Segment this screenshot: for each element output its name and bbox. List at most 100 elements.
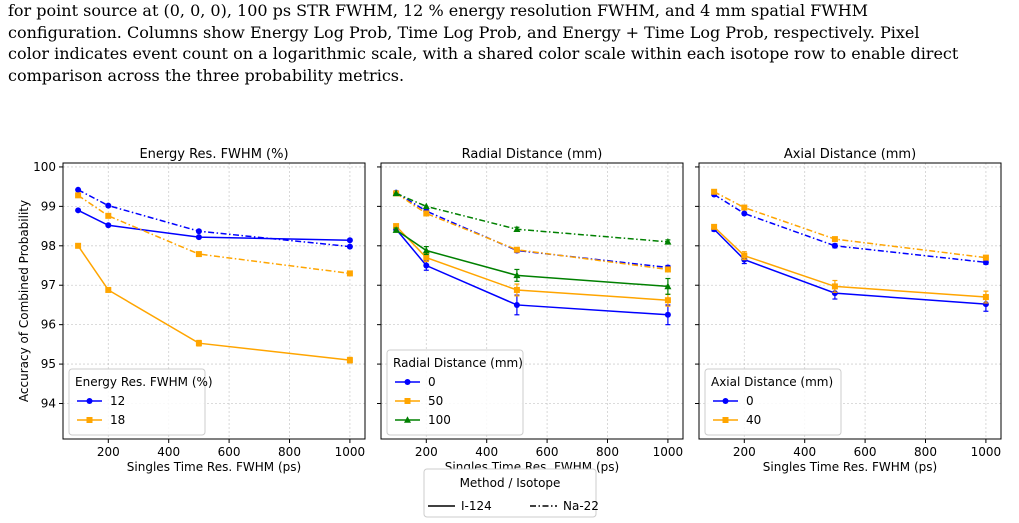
legend-frame — [386, 349, 524, 436]
series-line — [77, 194, 350, 275]
legend-title: Energy Res. FWHM (%) — [75, 375, 213, 389]
series-group — [75, 186, 353, 364]
data-point — [711, 223, 718, 230]
y-tick-label: 95 — [41, 357, 56, 371]
y-tick-label: 98 — [41, 239, 56, 253]
caption-line: color indicates event count on a logarit… — [8, 44, 959, 63]
data-point — [195, 228, 202, 235]
series-line — [395, 192, 668, 243]
data-point — [664, 311, 671, 318]
chart-title: Radial Distance (mm) — [462, 147, 603, 162]
data-point — [346, 237, 353, 244]
data-point — [982, 254, 989, 261]
data-point — [741, 204, 748, 211]
data-point — [982, 294, 989, 301]
data-point — [831, 290, 838, 297]
x-tick-label: 800 — [596, 445, 619, 459]
data-point — [422, 202, 430, 210]
legend-marker — [404, 398, 411, 404]
legend-label: 18 — [110, 413, 125, 427]
x-tick-label: 400 — [157, 445, 180, 459]
data-point — [423, 262, 430, 269]
x-tick-label: 400 — [793, 445, 816, 459]
legend-label: 100 — [428, 413, 451, 427]
x-axis-label: Singles Time Res. FWHM (ps) — [763, 460, 937, 474]
series-line — [77, 189, 350, 248]
data-point — [664, 297, 671, 304]
series-line — [77, 209, 350, 242]
data-point — [513, 286, 520, 293]
legend-title: Radial Distance (mm) — [393, 356, 523, 370]
legend-title: Axial Distance (mm) — [711, 375, 833, 389]
series-line — [713, 191, 986, 259]
data-point — [105, 286, 112, 293]
data-point — [513, 301, 520, 308]
axes-frame — [62, 162, 366, 440]
caption-line: configuration. Columns show Energy Log P… — [8, 22, 920, 42]
x-tick-label: 400 — [475, 445, 498, 459]
x-tick-label: 600 — [536, 445, 559, 459]
legend-marker — [86, 417, 93, 423]
data-point — [422, 246, 430, 254]
data-point — [513, 246, 520, 253]
data-point — [513, 271, 521, 279]
data-point — [105, 202, 112, 209]
method-legend-label: Na-22 — [563, 499, 599, 513]
method-legend-frame — [423, 468, 597, 518]
y-tick-label: 96 — [41, 318, 56, 332]
legend-marker — [722, 398, 729, 404]
data-point — [741, 210, 748, 217]
x-tick-label: 1000 — [971, 445, 1002, 459]
data-point — [982, 259, 989, 266]
legend-label: 40 — [746, 413, 761, 427]
legend-frame — [704, 368, 842, 436]
y-tick-label: 99 — [41, 199, 56, 213]
data-point — [423, 210, 430, 217]
data-point — [831, 242, 838, 249]
data-point — [741, 252, 748, 259]
data-point — [346, 243, 353, 250]
legend-marker — [86, 398, 93, 404]
series-line — [713, 193, 986, 264]
data-point — [664, 282, 672, 290]
data-point — [513, 225, 521, 233]
series-line — [395, 192, 668, 271]
series-line — [713, 228, 986, 305]
axes-frame — [380, 162, 684, 440]
series-line — [395, 225, 668, 301]
data-point — [711, 188, 718, 195]
method-legend: Method / Isotope I-124 Na-22 — [423, 468, 599, 518]
caption-line: comparison across the three probability … — [8, 65, 405, 85]
legend-label: 0 — [746, 394, 754, 408]
chart-legend: Axial Distance (mm) 0 40 — [704, 368, 842, 436]
data-point — [75, 192, 82, 199]
x-tick-label: 1000 — [335, 445, 366, 459]
legend-label: 0 — [428, 375, 436, 389]
chart-panel: 200 400 600 800 1000 94 95 96 97 98 99 100 Energy Re… — [17, 147, 366, 474]
chart-legend: Radial Distance (mm) 0 50 100 — [386, 349, 524, 436]
caption-line: for point source at (0, 0, 0), 100 ps ST… — [8, 1, 869, 20]
data-point — [195, 340, 202, 347]
x-tick-label: 200 — [733, 445, 756, 459]
y-axis-label: Accuracy of Combined Probability — [17, 200, 31, 402]
chart-title: Axial Distance (mm) — [784, 147, 916, 162]
legend-label: 12 — [110, 394, 125, 408]
y-tick-label: 97 — [41, 278, 56, 292]
legend-frame — [68, 368, 206, 436]
method-legend-label: I-124 — [461, 499, 492, 513]
data-point — [75, 242, 82, 249]
data-point — [831, 236, 838, 243]
x-tick-label: 600 — [218, 445, 241, 459]
data-point — [75, 186, 82, 193]
data-point — [831, 283, 838, 290]
data-point — [105, 222, 112, 229]
chart-legend: Energy Res. FWHM (%) 12 18 — [68, 368, 213, 436]
data-point — [195, 251, 202, 258]
method-legend-title: Method / Isotope — [460, 476, 561, 490]
data-point — [393, 223, 400, 230]
data-point — [392, 189, 400, 197]
data-point — [105, 212, 112, 219]
legend-marker — [722, 417, 729, 423]
